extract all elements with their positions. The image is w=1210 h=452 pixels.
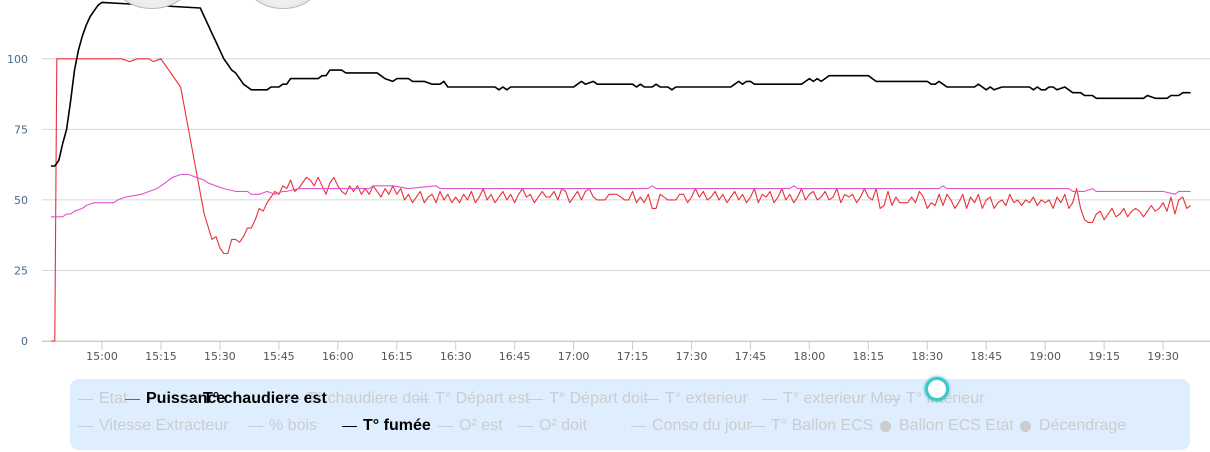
x-axis: 15:00 15:15 15:30 15:45 16:00 16:15 16:30 16:45… <box>42 341 1210 363</box>
y-axis-ticks: 0 25 50 75 100 <box>7 53 28 348</box>
legend-item[interactable]: % bois <box>248 417 317 435</box>
y-tick-label: 100 <box>7 53 28 66</box>
legend-item[interactable]: T° fumée <box>342 417 431 435</box>
legend-item[interactable]: Décendrage <box>1020 417 1126 435</box>
legend-item[interactable]: T° exterieur <box>644 390 748 408</box>
x-tick-label: 17:30 <box>676 350 708 363</box>
legend-line-icon <box>631 425 646 427</box>
legend-item[interactable]: O² est <box>438 417 503 435</box>
legend-item[interactable]: Etat <box>78 390 127 408</box>
x-tick-label: 17:15 <box>617 350 649 363</box>
x-tick-label: 19:15 <box>1088 350 1120 363</box>
y-tick-label: 25 <box>14 264 28 277</box>
legend-label: T° Départ est <box>435 390 530 407</box>
legend-item[interactable]: O² doit <box>518 417 587 435</box>
legend-item[interactable]: Conso du jour <box>631 417 752 435</box>
legend-item[interactable]: T° chaudiere doit <box>286 390 428 408</box>
x-tick-label: 15:00 <box>86 350 118 363</box>
legend-item[interactable]: Vitesse Extracteur <box>78 417 229 435</box>
legend-label: O² est <box>459 417 503 434</box>
x-tick-label: 19:00 <box>1029 350 1061 363</box>
legend-item[interactable]: T° exterieur Moy <box>762 390 901 408</box>
legend-line-icon <box>78 425 93 427</box>
legend-line-icon <box>182 398 197 400</box>
x-tick-label: 18:45 <box>970 350 1002 363</box>
legend-label: Etat <box>99 390 128 407</box>
legend-dot-icon <box>880 420 891 432</box>
legend-line-icon <box>342 425 357 427</box>
y-tick-label: 0 <box>21 335 28 348</box>
series-lines <box>50 1 1191 342</box>
legend-label: T° Ballon ECS <box>771 417 874 434</box>
legend-line-icon <box>248 425 263 427</box>
series-line-1[interactable] <box>50 173 1191 218</box>
legend-label: Vitesse Extracteur <box>99 417 229 434</box>
legend-label: O² doit <box>539 417 588 434</box>
line-chart: 0 25 50 75 100 15:00 15:15 15:30 15:45 16:00 16:1… <box>7 1 1210 363</box>
x-tick-label: 17:45 <box>735 350 767 363</box>
y-tick-label: 50 <box>14 194 28 207</box>
x-tick-label: 16:30 <box>440 350 472 363</box>
x-tick-label: 18:15 <box>852 350 884 363</box>
x-tick-label: 17:00 <box>558 350 590 363</box>
x-tick-label: 15:30 <box>204 350 236 363</box>
legend-item[interactable]: T° Départ est <box>414 390 529 408</box>
chart-legend: Etat Puissance T° chaudiere est T° chaudier… <box>70 379 1190 450</box>
legend-label: T° Départ doit <box>549 390 648 407</box>
legend-line-icon <box>125 398 140 400</box>
legend-line-icon <box>518 425 533 427</box>
series-line-0[interactable] <box>50 58 1191 342</box>
x-tick-label: 16:45 <box>499 350 531 363</box>
x-tick-label: 18:30 <box>911 350 943 363</box>
legend-label: T° chaudiere est <box>203 390 327 407</box>
legend-item[interactable]: T° Ballon ECS <box>750 417 873 435</box>
x-tick-label: 16:00 <box>322 350 354 363</box>
legend-item[interactable]: T° Départ doit <box>528 390 648 408</box>
legend-line-icon <box>750 425 765 427</box>
legend-label: T° exterieur Moy <box>783 390 901 407</box>
legend-item[interactable]: Ballon ECS Etat <box>880 417 1014 435</box>
legend-label: % bois <box>269 417 318 434</box>
x-tick-label: 15:45 <box>263 350 295 363</box>
legend-line-icon <box>762 398 777 400</box>
series-line-2[interactable] <box>50 1 1191 167</box>
legend-label: T° fumée <box>363 417 431 434</box>
x-tick-label: 15:15 <box>145 350 177 363</box>
legend-line-icon <box>286 398 301 400</box>
legend-dot-icon <box>1020 420 1031 432</box>
legend-line-icon <box>885 398 900 400</box>
legend-line-icon <box>528 398 543 400</box>
legend-item[interactable]: T° chaudiere est <box>182 390 327 408</box>
legend-label: Conso du jour <box>652 417 752 434</box>
legend-label: T° exterieur <box>665 390 748 407</box>
legend-line-icon <box>414 398 429 400</box>
loading-spinner-icon <box>925 377 949 401</box>
legend-line-icon <box>644 398 659 400</box>
legend-label: T° chaudiere doit <box>307 390 429 407</box>
legend-label: Ballon ECS Etat <box>899 417 1014 434</box>
legend-line-icon <box>78 398 93 400</box>
x-tick-label: 16:15 <box>381 350 413 363</box>
x-tick-label: 19:30 <box>1147 350 1179 363</box>
x-tick-label: 18:00 <box>794 350 826 363</box>
legend-label: Décendrage <box>1039 417 1127 434</box>
y-tick-label: 75 <box>14 123 28 136</box>
legend-line-icon <box>438 425 453 427</box>
